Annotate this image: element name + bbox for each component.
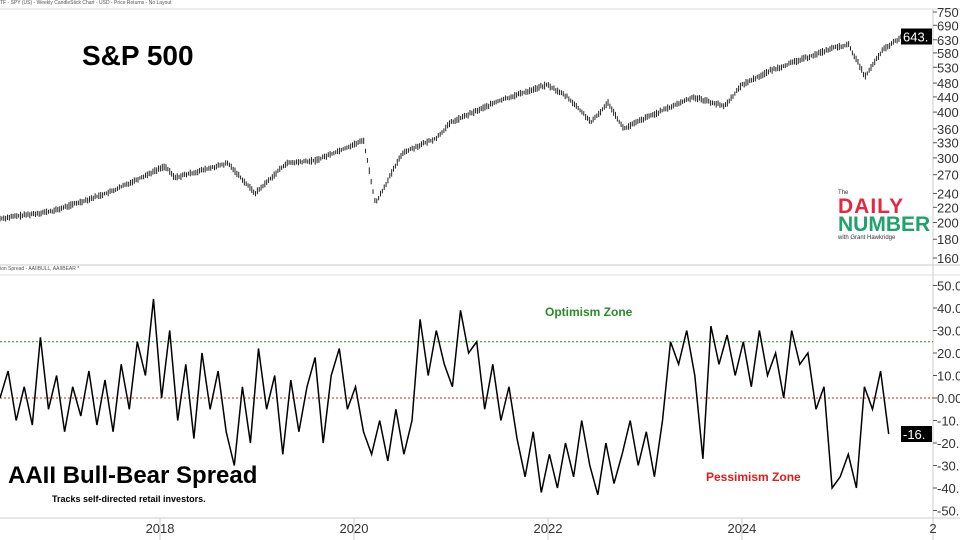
top-y-tick-label: 330. <box>937 136 960 151</box>
bottom-chart-header: ion Spread - AAIIBULL, AAIIBEAR * <box>0 266 80 272</box>
bottom-y-tick-label: 10.0 <box>937 369 960 384</box>
top-y-tick-label: 360. <box>937 122 960 137</box>
x-tick-label: 2 <box>929 521 936 536</box>
last-spread-label: -16. <box>903 427 925 442</box>
x-tick-label: 2022 <box>534 521 563 536</box>
top-y-tick-label: 580. <box>937 46 960 61</box>
bottom-y-tick-label: 40.0 <box>937 301 960 316</box>
top-y-tick-label: 180. <box>937 232 960 247</box>
optimism-zone-label: Optimism Zone <box>545 305 633 319</box>
bottom-y-tick-label: 50.0 <box>937 279 960 294</box>
top-y-tick-label: 270. <box>937 168 960 183</box>
top-y-tick-label: 690. <box>937 18 960 33</box>
bottom-y-tick-label: -40. <box>937 481 959 496</box>
logo-with: with Grant Hawkridge <box>838 235 896 241</box>
x-tick-label: 2024 <box>727 521 756 536</box>
bottom-y-tick-label: 20.0 <box>937 346 960 361</box>
bottom-y-tick-label: -50. <box>937 504 959 519</box>
top-y-tick-label: 220. <box>937 200 960 215</box>
last-spread-badge <box>901 426 932 442</box>
top-y-tick-label: 300. <box>937 151 960 166</box>
top-y-tick-label: 440. <box>937 90 960 105</box>
top-y-tick-label: 400. <box>937 105 960 120</box>
top-y-tick-label: 480. <box>937 76 960 91</box>
top-y-tick-label: 160. <box>937 251 960 266</box>
bottom-y-tick-label: -20. <box>937 436 959 451</box>
bottom-chart-title: AAII Bull-Bear Spread <box>8 462 258 489</box>
spread-line <box>0 298 890 495</box>
daily-number-logo: The DAILY NUMBER with Grant Hawkridge <box>838 190 930 241</box>
top-y-tick-label: 530. <box>937 60 960 75</box>
bottom-y-tick-label: -10. <box>937 414 959 429</box>
bottom-chart-subtitle: Tracks self-directed retail investors. <box>52 494 206 504</box>
top-y-tick-label: 630. <box>937 33 960 48</box>
top-y-tick-label: 750. <box>937 5 960 20</box>
bottom-y-tick-label: -30. <box>937 459 959 474</box>
bottom-y-tick-label: 30.0 <box>937 324 960 339</box>
logo-number: NUMBER <box>838 213 931 236</box>
bottom-y-tick-label: 0.00 <box>937 391 960 406</box>
x-tick-label: 2018 <box>146 521 175 536</box>
top-chart-title: S&P 500 <box>82 40 194 71</box>
top-y-tick-label: 200. <box>937 215 960 230</box>
logo-daily: DAILY <box>838 195 905 218</box>
x-tick-label: 2020 <box>340 521 369 536</box>
logo-the: The <box>838 190 849 196</box>
last-price-badge <box>901 28 932 45</box>
top-chart-header: TF - SPY (US) - Weekly CandleStick Chart… <box>0 0 172 6</box>
last-price-label: 643. <box>903 30 928 45</box>
pessimism-zone-label: Pessimism Zone <box>706 470 801 484</box>
top-y-tick-label: 240. <box>937 186 960 201</box>
